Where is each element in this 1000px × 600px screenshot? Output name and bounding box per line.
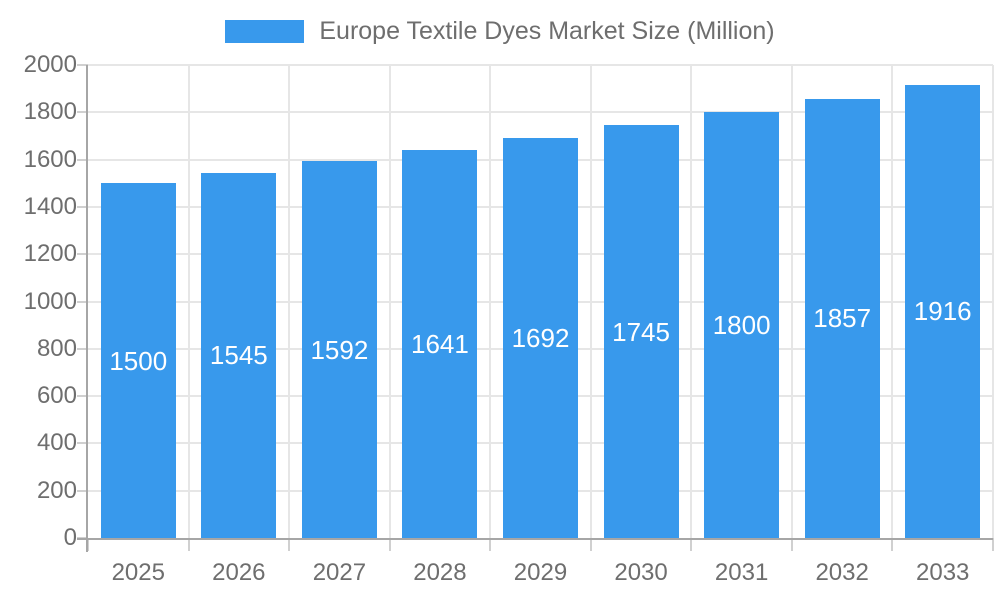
y-axis-tick xyxy=(77,64,88,66)
x-tick-label: 2026 xyxy=(212,559,266,586)
x-tick-label: 2032 xyxy=(815,559,869,586)
x-tick-label: 2030 xyxy=(614,559,668,586)
y-tick-label: 0 xyxy=(63,524,77,551)
bar-value-label: 1545 xyxy=(209,340,268,371)
y-tick-label: 1200 xyxy=(23,240,77,268)
y-tick-label: 2000 xyxy=(23,51,77,78)
bar-2026[interactable] xyxy=(201,172,277,538)
gridline-horizontal xyxy=(88,111,993,114)
x-axis-tick xyxy=(288,538,291,551)
gridline-horizontal xyxy=(88,64,993,66)
y-tick-label: 1600 xyxy=(23,145,77,173)
gridline-vertical xyxy=(992,65,994,538)
y-tick-label: 1800 xyxy=(23,98,77,126)
bar-2025[interactable] xyxy=(100,183,176,538)
bar-value-label: 1641 xyxy=(411,328,469,359)
x-axis-tick xyxy=(690,538,693,551)
x-axis-tick xyxy=(388,538,391,551)
x-axis-tick xyxy=(790,538,793,551)
legend-label: Europe Textile Dyes Market Size (Million… xyxy=(319,17,775,45)
x-tick-label: 2027 xyxy=(312,559,367,586)
x-tick-label: 2028 xyxy=(413,559,467,586)
x-axis-tick xyxy=(589,538,592,551)
y-tick-label: 800 xyxy=(36,334,77,362)
bar-2033[interactable] xyxy=(905,84,981,538)
legend[interactable]: Europe Textile Dyes Market Size (Million… xyxy=(0,18,1000,44)
x-axis-line xyxy=(77,538,993,540)
y-tick-label: 1400 xyxy=(23,192,77,220)
bar-value-label: 1592 xyxy=(310,334,369,365)
y-tick-label: 400 xyxy=(36,429,77,457)
gridline-vertical xyxy=(790,65,793,538)
x-axis-tick xyxy=(891,538,894,551)
y-axis-tick xyxy=(77,347,88,350)
x-axis-tick xyxy=(489,538,492,551)
x-tick-label: 2029 xyxy=(513,559,568,586)
bar-2032[interactable] xyxy=(804,98,880,538)
bar-value-label: 1692 xyxy=(511,322,570,353)
bar-value-label: 1857 xyxy=(813,303,872,334)
x-axis-tick xyxy=(87,538,89,551)
y-axis-line xyxy=(86,65,88,552)
gridline-vertical xyxy=(489,65,492,538)
bar-2027[interactable] xyxy=(301,161,377,538)
y-tick-label: 200 xyxy=(36,476,77,504)
bar-2031[interactable] xyxy=(704,112,780,538)
y-axis-tick xyxy=(77,253,88,256)
y-axis-tick xyxy=(77,111,88,114)
y-axis-tick xyxy=(77,489,88,492)
legend-swatch xyxy=(225,19,305,43)
bar-value-label: 1745 xyxy=(612,316,670,347)
bar-2030[interactable] xyxy=(603,125,679,538)
x-axis-tick xyxy=(187,538,190,551)
y-tick-label: 1000 xyxy=(23,287,77,315)
bar-value-label: 1500 xyxy=(109,345,168,376)
x-tick-label: 2031 xyxy=(714,559,769,586)
gridline-vertical xyxy=(690,65,693,538)
x-tick-label: 2025 xyxy=(111,559,165,586)
x-tick-label: 2033 xyxy=(916,559,970,586)
bar-value-label: 1916 xyxy=(913,296,972,327)
y-axis-tick xyxy=(77,300,88,303)
gridline-vertical xyxy=(891,65,894,538)
y-axis-tick xyxy=(77,205,88,208)
gridline-vertical xyxy=(589,65,592,538)
y-axis-tick xyxy=(77,395,88,398)
y-axis-tick xyxy=(77,442,88,445)
gridline-vertical xyxy=(388,65,391,538)
x-axis-tick xyxy=(992,538,994,551)
gridline-vertical xyxy=(288,65,291,538)
gridline-vertical xyxy=(187,65,190,538)
bar-value-label: 1800 xyxy=(712,310,771,341)
bar-2029[interactable] xyxy=(503,137,578,538)
y-axis-tick xyxy=(77,158,88,161)
bar-2028[interactable] xyxy=(402,149,478,538)
y-tick-label: 600 xyxy=(36,382,77,410)
